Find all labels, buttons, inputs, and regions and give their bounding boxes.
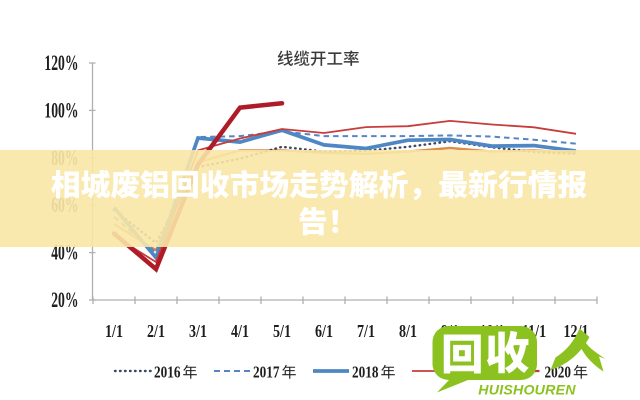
svg-text:2020: 2020	[545, 363, 572, 382]
svg-text:2/1: 2/1	[147, 323, 165, 342]
svg-text:20%: 20%	[51, 288, 78, 312]
svg-text:1/1: 1/1	[105, 323, 123, 342]
svg-text:3/1: 3/1	[189, 323, 207, 342]
svg-text:100%: 100%	[44, 98, 78, 122]
svg-text:2016: 2016	[154, 363, 181, 382]
svg-text:7/1: 7/1	[357, 323, 375, 342]
svg-text:4/1: 4/1	[231, 323, 249, 342]
svg-text:6/1: 6/1	[315, 323, 333, 342]
svg-text:2017: 2017	[253, 363, 280, 382]
svg-text:HUISHOUREN: HUISHOUREN	[478, 383, 576, 399]
svg-text:120%: 120%	[44, 51, 78, 75]
svg-text:2018: 2018	[352, 363, 379, 382]
svg-text:5/1: 5/1	[273, 323, 291, 342]
svg-text:8/1: 8/1	[399, 323, 417, 342]
